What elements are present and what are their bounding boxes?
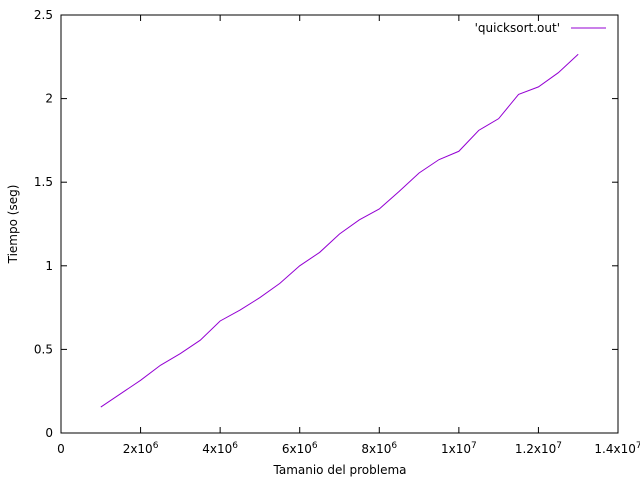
x-tick-label: 1.2x107 [515,441,562,456]
y-tick-label: 0 [45,426,53,440]
x-tick-label: 4x106 [202,441,238,456]
x-tick-label-base: 1.4x10 [594,442,635,456]
y-axis-title: Tiempo (seg) [6,185,20,265]
x-tick-label-exponent: 7 [636,441,640,451]
x-tick-label-exponent: 7 [471,441,477,451]
x-tick-label-exponent: 7 [556,441,562,451]
y-tick-label: 2 [45,92,53,106]
x-tick-label: 0 [57,442,65,456]
series-group [100,53,579,408]
x-tick-label-exponent: 6 [391,441,397,451]
x-tick-label-base: 0 [57,442,65,456]
x-tick-label-base: 6x10 [282,442,312,456]
tick-group: 0 2x106 4x106 6x106 8x106 1x107 1.2x107 1.4x107… [34,8,640,456]
x-tick-label: 2x106 [123,441,159,456]
x-tick-label-base: 2x10 [123,442,153,456]
x-tick-label: 1x107 [441,441,477,456]
y-tick-label: 2.5 [34,8,53,22]
x-tick-label-base: 1.2x10 [515,442,556,456]
legend-label: 'quicksort.out' [475,21,560,35]
x-tick-label-base: 4x10 [202,442,232,456]
x-tick-label: 8x106 [361,441,397,456]
x-tick-label: 6x106 [282,441,318,456]
x-tick-label-base: 8x10 [361,442,391,456]
y-tick-label: 0.5 [34,342,53,356]
x-tick-label-exponent: 6 [312,441,318,451]
x-tick-label-exponent: 6 [232,441,238,451]
x-tick-label: 1.4x107 [594,441,640,456]
y-tick-label: 1 [45,259,53,273]
series-line [100,53,579,408]
x-tick-label-exponent: 6 [153,441,159,451]
y-tick-label: 1.5 [34,175,53,189]
plot-frame [60,14,619,434]
x-tick-label-base: 1x10 [441,442,471,456]
legend: 'quicksort.out' [475,21,606,35]
x-axis-title: Tamanio del problema [273,463,407,477]
